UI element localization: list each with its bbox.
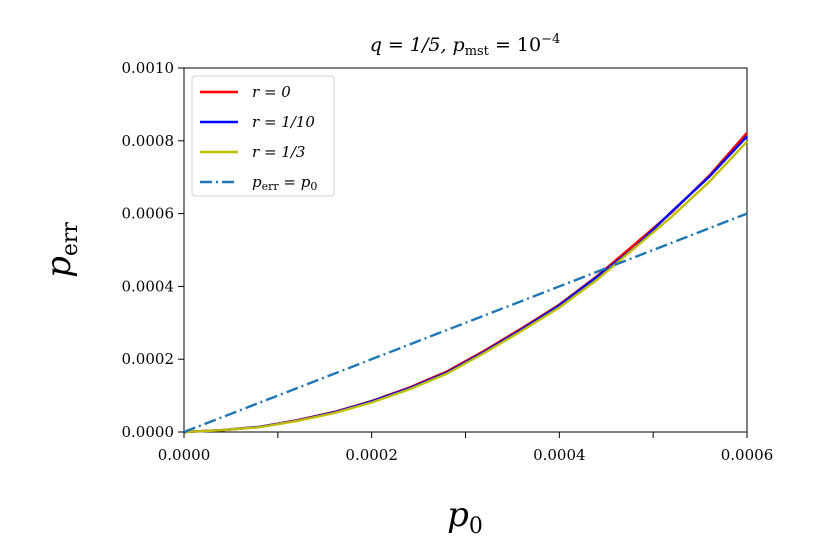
chart-title: q = 1/5, pmst = 10−4 bbox=[370, 32, 561, 59]
x-axis-label: p0 bbox=[447, 495, 483, 539]
legend: r = 0 r = 1/10 r = 1/3 perr = p0 bbox=[191, 75, 335, 197]
x-tick-label-3: 0.0006 bbox=[721, 446, 774, 464]
y-tick-label-4: 0.0008 bbox=[122, 132, 175, 150]
title-lead: q = 1/5, p bbox=[370, 34, 465, 56]
legend-label-sub2-3: 0 bbox=[310, 180, 317, 193]
series-group bbox=[183, 131, 748, 434]
title-mid: = 10 bbox=[489, 34, 541, 56]
title-sup: −4 bbox=[541, 32, 560, 47]
y-tick-label-2: 0.0004 bbox=[122, 277, 175, 295]
y-tick-label-1: 0.0002 bbox=[122, 350, 175, 368]
legend-label-0: r = 0 bbox=[252, 83, 291, 101]
legend-label-sub-3: err bbox=[262, 180, 280, 193]
series-line-2 bbox=[183, 140, 748, 434]
title-sub: mst bbox=[465, 44, 490, 59]
legend-label-main-0: r = 0 bbox=[252, 83, 291, 101]
x-tick-label-1: 0.0002 bbox=[345, 446, 398, 464]
y-axis-label: perr bbox=[39, 222, 83, 278]
y-axis-label-main: p bbox=[39, 256, 79, 278]
y-axis: 0.0000 0.0002 0.0004 0.0006 0.0008 0.0010 bbox=[122, 59, 184, 441]
series-line-3 bbox=[183, 212, 748, 434]
x-axis-label-sub: 0 bbox=[469, 514, 483, 539]
x-axis-label-main: p bbox=[447, 495, 469, 535]
legend-items: r = 0 r = 1/10 r = 1/3 perr = p0 bbox=[200, 83, 317, 193]
legend-label-3: perr = p0 bbox=[252, 173, 317, 193]
y-tick-label-0: 0.0000 bbox=[122, 423, 175, 441]
legend-label-2: r = 1/3 bbox=[252, 143, 305, 161]
legend-label-main-2: r = 1/3 bbox=[252, 143, 305, 161]
legend-label-tail-3: = p bbox=[279, 173, 311, 191]
legend-label-main-3: p bbox=[252, 173, 262, 191]
legend-label-main-1: r = 1/10 bbox=[252, 113, 315, 131]
legend-label-1: r = 1/10 bbox=[252, 113, 315, 131]
y-tick-label-3: 0.0006 bbox=[122, 205, 175, 223]
legend-box bbox=[191, 75, 335, 197]
x-tick-label-2: 0.0004 bbox=[533, 446, 586, 464]
y-axis-label-sub: err bbox=[58, 222, 83, 257]
x-tick-label-0: 0.0000 bbox=[158, 446, 211, 464]
y-tick-label-5: 0.0010 bbox=[122, 59, 175, 77]
x-axis: 0.0000 0.0002 0.0004 0.0006 bbox=[158, 432, 774, 464]
